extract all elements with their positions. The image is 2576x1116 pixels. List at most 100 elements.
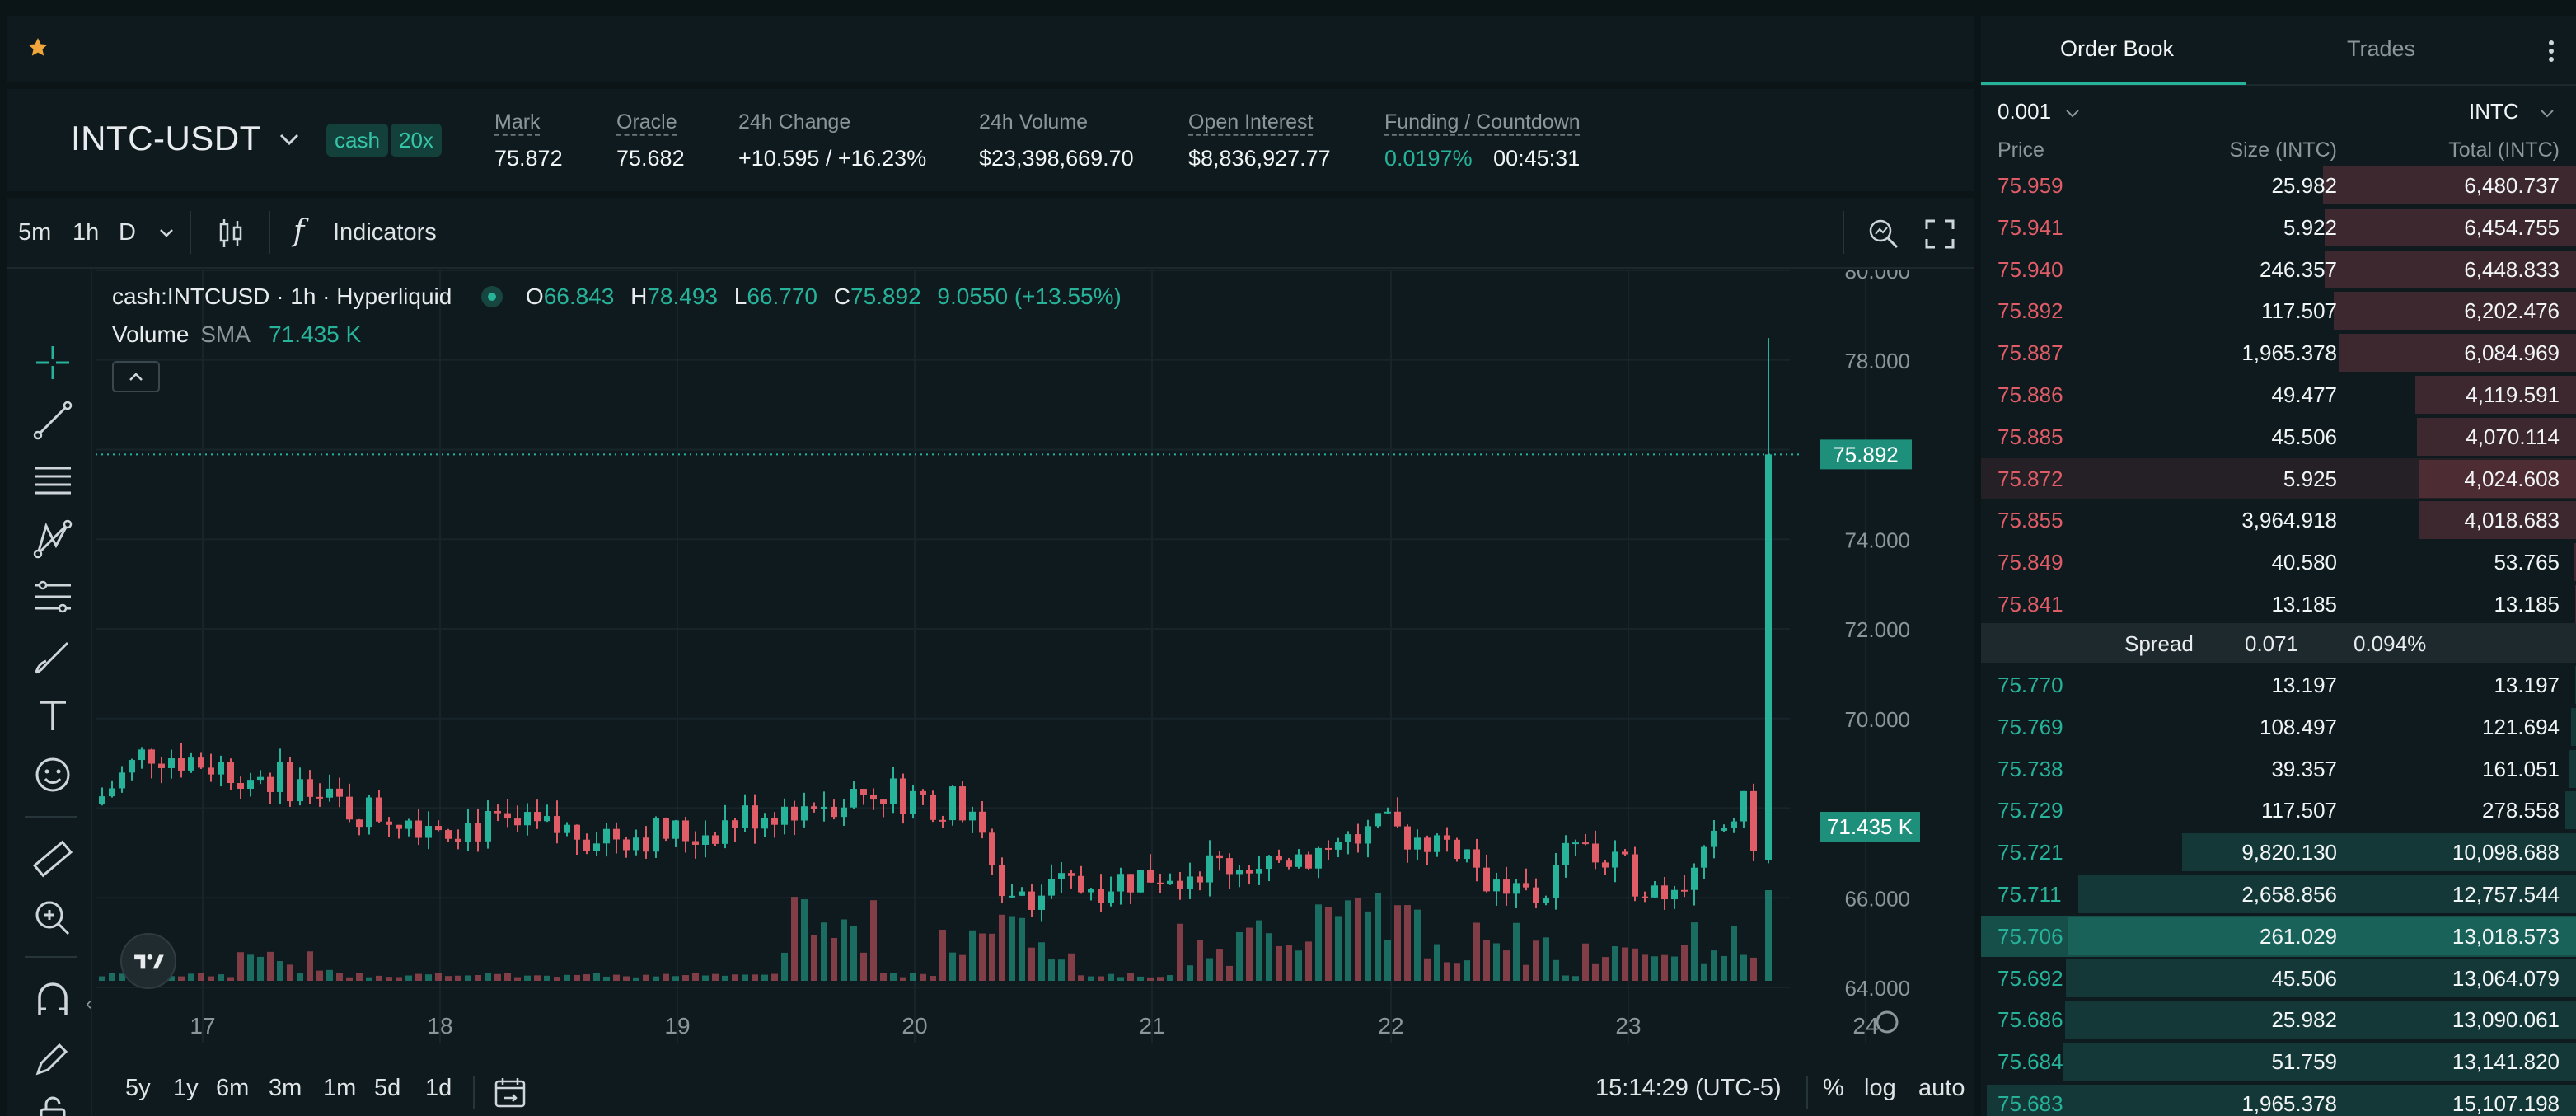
fib-retracement-icon[interactable] bbox=[31, 575, 74, 618]
candlestick-chart[interactable]: 80.000 78.000 74.000 72.000 70.000 66.000 64.0… bbox=[96, 270, 1974, 1068]
range-1d[interactable]: 1d bbox=[425, 1075, 452, 1101]
unit-select[interactable]: INTC bbox=[2469, 99, 2519, 124]
clock[interactable]: 15:14:29 (UTC-5) bbox=[1595, 1075, 1782, 1101]
volume-bar bbox=[999, 914, 1005, 981]
range-3m[interactable]: 3m bbox=[269, 1075, 302, 1101]
chevron-down-icon[interactable] bbox=[2065, 109, 2080, 119]
auto-toggle[interactable]: auto bbox=[1918, 1075, 1965, 1101]
text-icon[interactable] bbox=[31, 694, 74, 737]
pattern-icon[interactable] bbox=[31, 518, 74, 560]
range-5d[interactable]: 5d bbox=[374, 1075, 401, 1101]
ask-row[interactable]: 75.886 49.477 4,119.591 bbox=[1981, 374, 2576, 415]
bid-row[interactable]: 75.770 13.197 13.197 bbox=[1981, 664, 2576, 706]
chevron-down-icon[interactable] bbox=[2540, 109, 2555, 119]
candle-body bbox=[287, 762, 293, 802]
bid-row[interactable]: 75.706 261.029 13,018.573 bbox=[1981, 915, 2576, 957]
chevron-left-icon[interactable]: ‹ bbox=[86, 992, 92, 1015]
candle-body bbox=[307, 779, 313, 797]
volume-bar bbox=[1612, 946, 1618, 981]
range-6m[interactable]: 6m bbox=[216, 1075, 250, 1101]
bid-row[interactable]: 75.711 2,658.856 12,757.544 bbox=[1981, 874, 2576, 915]
volume-bar bbox=[1078, 975, 1084, 981]
calendar-range-icon[interactable] bbox=[493, 1076, 527, 1109]
tradingview-logo-icon[interactable] bbox=[120, 933, 176, 989]
bid-row[interactable]: 75.684 51.759 13,141.820 bbox=[1981, 1041, 2576, 1082]
candle-body bbox=[850, 789, 857, 808]
row-size: 261.029 bbox=[2260, 923, 2337, 949]
chevron-down-icon[interactable] bbox=[158, 227, 175, 239]
fullscreen-icon[interactable] bbox=[1923, 218, 1956, 251]
volume-bar bbox=[1731, 926, 1737, 981]
legend-open-label: O bbox=[525, 284, 544, 309]
interval-1h[interactable]: 1h bbox=[73, 219, 100, 246]
range-1y[interactable]: 1y bbox=[173, 1075, 199, 1101]
horizontal-lines-icon[interactable] bbox=[31, 458, 74, 501]
bid-row[interactable]: 75.683 1,965.378 15,107.198 bbox=[1981, 1083, 2576, 1116]
candle-body bbox=[702, 835, 709, 845]
pencil-lock-icon[interactable] bbox=[31, 1037, 74, 1080]
candle-body bbox=[386, 821, 392, 825]
star-icon[interactable] bbox=[25, 35, 51, 61]
pair-selector[interactable]: INTC-USDT bbox=[71, 119, 261, 157]
tab-trades[interactable]: Trades bbox=[2347, 36, 2416, 61]
row-total: 13,064.079 bbox=[2452, 965, 2560, 991]
interval-d[interactable]: D bbox=[119, 219, 136, 246]
ask-row[interactable]: 75.849 40.580 53.765 bbox=[1981, 542, 2576, 583]
ask-row[interactable]: 75.841 13.185 13.185 bbox=[1981, 584, 2576, 625]
candle-body bbox=[1226, 858, 1233, 875]
ask-row[interactable]: 75.941 5.922 6,454.755 bbox=[1981, 207, 2576, 248]
tab-order-book[interactable]: Order Book bbox=[2060, 36, 2175, 61]
ask-row[interactable]: 75.885 45.506 4,070.114 bbox=[1981, 416, 2576, 457]
volume-bar bbox=[1335, 916, 1342, 981]
volume-bar bbox=[623, 976, 630, 981]
zoom-search-icon[interactable] bbox=[1866, 216, 1902, 252]
collapse-legend-button[interactable] bbox=[112, 361, 160, 392]
candle-body bbox=[1058, 873, 1065, 879]
ask-row[interactable]: 75.855 3,964.918 4,018.683 bbox=[1981, 499, 2576, 541]
row-total: 278.558 bbox=[2482, 798, 2560, 823]
divider bbox=[190, 211, 191, 254]
volume-bar bbox=[1543, 937, 1549, 981]
volume-bar bbox=[722, 975, 728, 981]
ask-row[interactable]: 75.940 246.357 6,448.833 bbox=[1981, 249, 2576, 290]
volume-bar bbox=[356, 973, 363, 981]
bid-row[interactable]: 75.721 9,820.130 10,098.688 bbox=[1981, 832, 2576, 873]
volume-bar bbox=[1444, 962, 1450, 981]
bid-row[interactable]: 75.686 25.982 13,090.061 bbox=[1981, 999, 2576, 1040]
emoji-icon[interactable] bbox=[31, 753, 74, 796]
bid-row[interactable]: 75.769 108.497 121.694 bbox=[1981, 706, 2576, 748]
percent-toggle[interactable]: % bbox=[1823, 1075, 1844, 1101]
log-toggle[interactable]: log bbox=[1864, 1075, 1896, 1101]
range-5y[interactable]: 5y bbox=[125, 1075, 151, 1101]
trend-line-icon[interactable] bbox=[31, 399, 74, 442]
tick-size-select[interactable]: 0.001 bbox=[1998, 99, 2052, 124]
indicators-button[interactable]: Indicators bbox=[333, 219, 437, 246]
bid-row[interactable]: 75.729 117.507 278.558 bbox=[1981, 790, 2576, 831]
more-options-icon[interactable] bbox=[2546, 38, 2556, 64]
crosshair-icon[interactable] bbox=[31, 341, 74, 384]
volume-bar bbox=[1632, 948, 1638, 981]
magnet-icon[interactable] bbox=[31, 979, 74, 1022]
zoom-in-icon[interactable] bbox=[31, 897, 74, 940]
candlestick-icon[interactable] bbox=[214, 216, 247, 251]
chevron-down-icon[interactable] bbox=[279, 132, 300, 147]
brush-icon[interactable] bbox=[31, 635, 74, 678]
function-icon[interactable]: f bbox=[293, 214, 305, 248]
ruler-icon[interactable] bbox=[31, 837, 74, 880]
lock-icon[interactable] bbox=[31, 1091, 74, 1116]
ask-row[interactable]: 75.959 25.982 6,480.737 bbox=[1981, 165, 2576, 206]
interval-5m[interactable]: 5m bbox=[18, 219, 52, 246]
candle-body bbox=[1325, 847, 1332, 850]
candle-body bbox=[583, 839, 590, 851]
ask-row[interactable]: 75.887 1,965.378 6,084.969 bbox=[1981, 332, 2576, 373]
bid-row[interactable]: 75.692 45.506 13,064.079 bbox=[1981, 958, 2576, 999]
row-size: 51.759 bbox=[2271, 1049, 2337, 1075]
row-price: 75.886 bbox=[1998, 382, 2063, 407]
volume-bar bbox=[633, 977, 639, 981]
ask-row[interactable]: 75.872 5.925 4,024.608 bbox=[1981, 457, 2576, 499]
bid-row[interactable]: 75.738 39.357 161.051 bbox=[1981, 748, 2576, 790]
candle-body bbox=[1612, 851, 1618, 868]
ask-row[interactable]: 75.892 117.507 6,202.476 bbox=[1981, 290, 2576, 331]
range-1m[interactable]: 1m bbox=[323, 1075, 357, 1101]
stat-open-interest: Open Interest $8,836,927.77 bbox=[1188, 110, 1331, 171]
